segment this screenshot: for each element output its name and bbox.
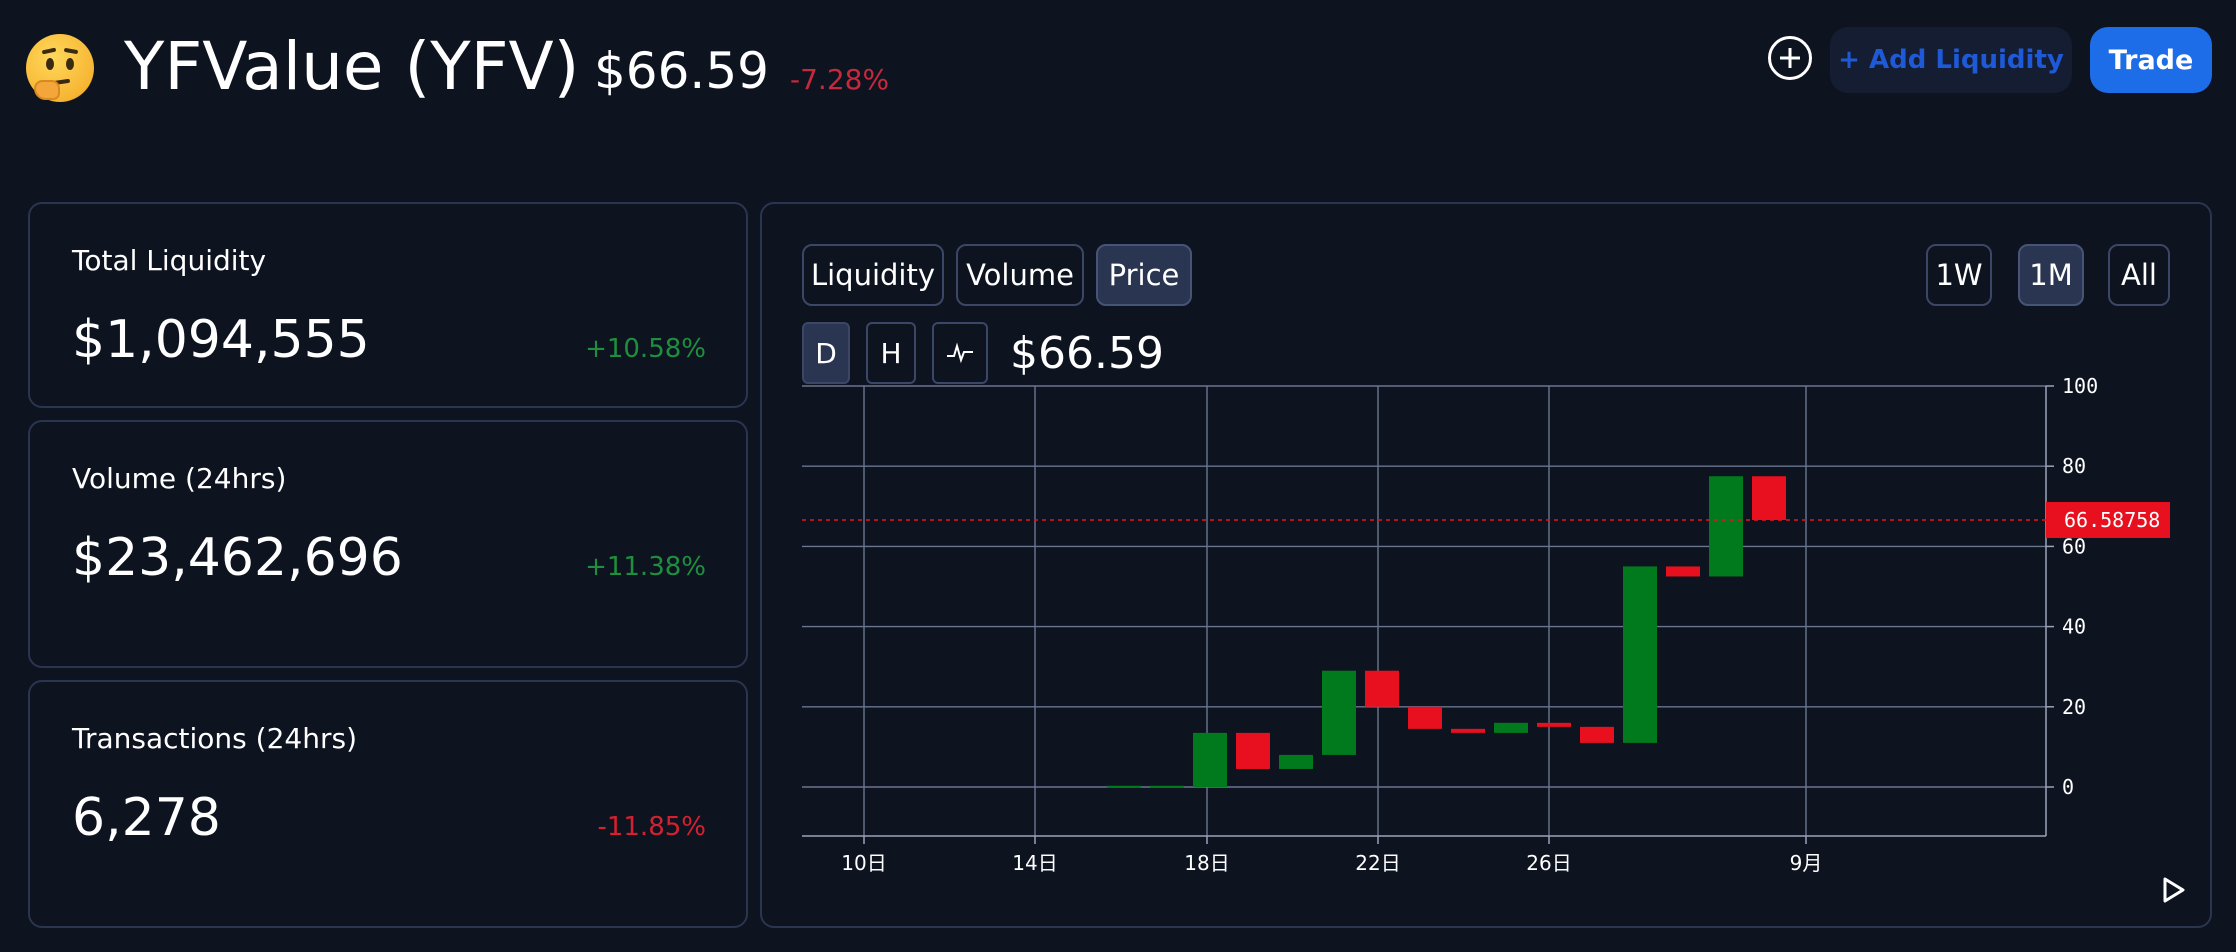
volume-value: $23,462,696 (72, 528, 403, 588)
token-price-change: -7.28% (790, 63, 890, 96)
total-liquidity-card: Total Liquidity $1,094,555 +10.58% (28, 202, 748, 408)
candle (1365, 670, 1399, 707)
last-price-tag (2046, 501, 2170, 538)
volume-card: Volume (24hrs) $23,462,696 +11.38% (28, 420, 748, 668)
x-tick-label: 9月 (1790, 851, 1823, 875)
trade-button[interactable]: Trade (2090, 27, 2212, 93)
candle (1580, 726, 1614, 743)
tab-liquidity[interactable]: Liquidity (802, 244, 944, 306)
total-liquidity-change: +10.58% (585, 334, 706, 364)
thinking-face-icon (26, 34, 94, 102)
y-tick-label: 80 (2062, 454, 2086, 478)
add-liquidity-button[interactable]: + Add Liquidity (1830, 27, 2072, 93)
interval-hour[interactable]: H (866, 322, 916, 384)
candle (1193, 732, 1227, 787)
plus-circle-icon[interactable] (1768, 36, 1812, 80)
transactions-label: Transactions (24hrs) (72, 722, 357, 755)
line-chart-toggle[interactable] (932, 322, 988, 384)
last-price-label: 66.58758 (2064, 508, 2160, 532)
play-icon[interactable] (2162, 876, 2186, 904)
candle (1666, 566, 1700, 577)
y-tick-label: 60 (2062, 534, 2086, 558)
y-tick-label: 0 (2062, 775, 2074, 799)
candle (1236, 732, 1270, 769)
x-tick-label: 26日 (1526, 851, 1571, 875)
candle (1494, 722, 1528, 733)
range-1w[interactable]: 1W (1926, 244, 1992, 306)
transactions-change: -11.85% (597, 812, 706, 842)
x-tick-label: 18日 (1184, 851, 1229, 875)
range-1m[interactable]: 1M (2018, 244, 2084, 306)
candle (1279, 754, 1313, 769)
candle (1709, 476, 1743, 577)
x-tick-label: 10日 (841, 851, 886, 875)
candle (1537, 722, 1571, 727)
tab-volume[interactable]: Volume (956, 244, 1084, 306)
token-title: YFValue (YFV) (124, 28, 580, 105)
candle (1322, 670, 1356, 755)
token-price: $66.59 (594, 42, 769, 100)
candle (1623, 566, 1657, 743)
x-tick-label: 14日 (1012, 851, 1057, 875)
candle (1408, 706, 1442, 729)
token-header: YFValue (YFV) $66.59 -7.28% + Add Liquid… (0, 0, 2236, 130)
total-liquidity-value: $1,094,555 (72, 310, 370, 370)
range-all[interactable]: All (2108, 244, 2170, 306)
candle (1107, 785, 1141, 788)
volume-label: Volume (24hrs) (72, 462, 287, 495)
interval-day[interactable]: D (802, 322, 850, 384)
line-chart-icon (947, 342, 973, 364)
x-tick-label: 22日 (1355, 851, 1400, 875)
y-tick-label: 20 (2062, 695, 2086, 719)
total-liquidity-label: Total Liquidity (72, 244, 267, 277)
candle (1451, 728, 1485, 733)
transactions-value: 6,278 (72, 788, 221, 848)
y-tick-label: 40 (2062, 615, 2086, 639)
y-tick-label: 100 (2062, 374, 2098, 398)
candle (1150, 785, 1184, 788)
chart-current-price: $66.59 (1010, 328, 1164, 379)
chart-panel (760, 202, 2212, 928)
transactions-card: Transactions (24hrs) 6,278 -11.85% (28, 680, 748, 928)
candle (1752, 476, 1786, 520)
volume-change: +11.38% (585, 552, 706, 582)
tab-price[interactable]: Price (1096, 244, 1192, 306)
